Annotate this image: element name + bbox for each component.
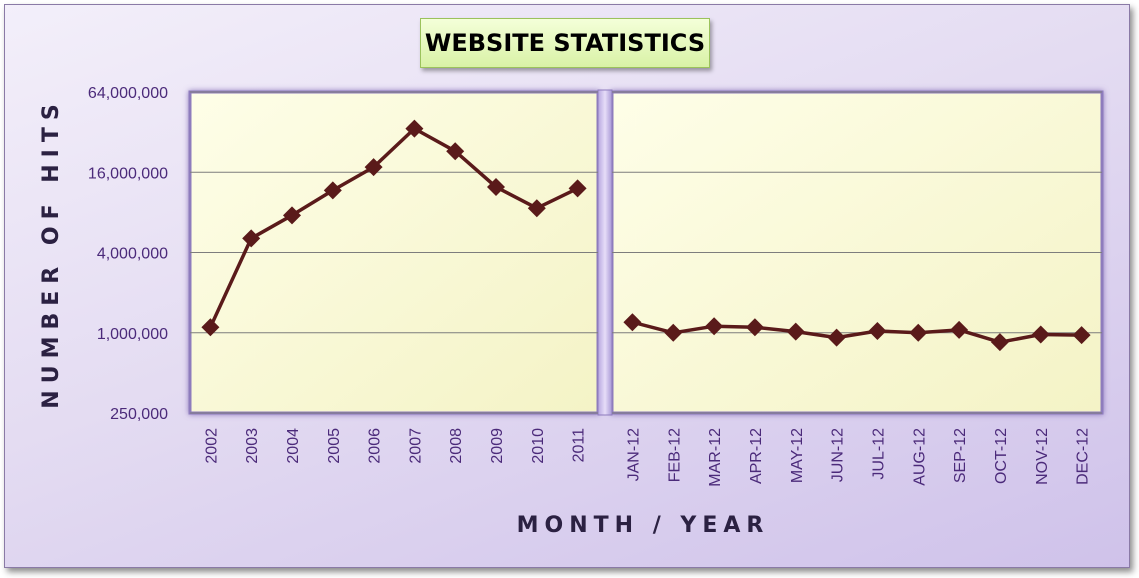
section-divider (597, 89, 613, 416)
x-tick-label: APR-12 (748, 428, 765, 484)
data-point-marker (201, 318, 220, 337)
x-tick-label: JUL-12 (870, 428, 887, 480)
data-point-marker (868, 322, 887, 341)
x-tick-label: 2010 (530, 428, 547, 464)
y-tick-label: 64,000,000 (88, 85, 168, 102)
chart-title-box: WEBSITE STATISTICS (420, 18, 710, 68)
series-line (208, 126, 579, 328)
data-point-marker (786, 322, 805, 341)
chart-title: WEBSITE STATISTICS (424, 29, 706, 57)
x-tick-label: 2005 (326, 428, 343, 464)
y-tick-label: 250,000 (110, 406, 168, 423)
x-tick-label: MAY-12 (789, 428, 806, 483)
x-tick-label: JAN-12 (625, 428, 642, 481)
data-point-marker (664, 323, 683, 342)
data-point-marker (487, 178, 505, 197)
x-tick-label: SEP-12 (952, 428, 969, 483)
data-point-marker (364, 158, 383, 177)
x-tick-label: AUG-12 (911, 428, 928, 486)
data-point-marker (827, 328, 846, 347)
x-tick-label: 2008 (448, 428, 465, 464)
x-tick-label: 2004 (285, 428, 302, 464)
y-tick-label: 4,000,000 (97, 246, 168, 263)
x-tick-label: OCT-12 (993, 428, 1010, 484)
x-tick-label: MAR-12 (707, 428, 724, 487)
y-tick-label: 1,000,000 (97, 326, 168, 343)
x-tick-label: 2011 (571, 428, 588, 463)
data-point-marker (950, 320, 969, 339)
x-axis-ticks: 2002 2003 2004 2005 2006 2007 2008 2009 2010 2011… (203, 428, 1091, 487)
data-point-marker (242, 229, 261, 248)
y-tick-label: 16,000,000 (88, 165, 168, 182)
data-point-marker (990, 333, 1009, 352)
data-points (201, 119, 1091, 352)
y-axis-label: NUMBER OF HITS (39, 97, 64, 408)
x-axis-label: MONTH / YEAR (517, 513, 770, 538)
data-point-marker (909, 323, 928, 342)
x-tick-label: 2002 (203, 428, 220, 464)
y-axis-ticks: 250,000 1,000,000 4,000,000 16,000,000 64,00… (88, 85, 168, 423)
data-point-marker (568, 179, 587, 198)
data-point-marker (623, 313, 642, 332)
data-point-marker (283, 206, 301, 225)
x-tick-label: 2009 (489, 428, 506, 464)
x-tick-label: DEC-12 (1075, 428, 1092, 485)
data-point-marker (527, 199, 546, 218)
data-point-marker (705, 317, 724, 336)
data-point-marker (405, 119, 424, 138)
x-tick-label: 2003 (244, 428, 261, 464)
data-point-marker (745, 318, 764, 337)
x-tick-label: 2006 (367, 428, 384, 464)
x-tick-label: NOV-12 (1034, 428, 1051, 485)
data-point-marker (446, 142, 465, 161)
x-tick-label: JUN-12 (830, 428, 847, 482)
x-tick-label: 2007 (407, 428, 424, 464)
data-point-marker (1031, 325, 1050, 344)
data-point-marker (1072, 326, 1091, 345)
gridlines (190, 91, 1102, 414)
x-tick-label: FEB-12 (666, 428, 683, 482)
data-point-marker (323, 181, 342, 200)
